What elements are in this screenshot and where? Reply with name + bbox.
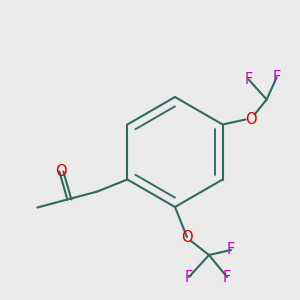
Text: F: F: [272, 70, 281, 85]
Text: O: O: [56, 164, 67, 179]
Text: F: F: [185, 269, 193, 284]
Text: F: F: [227, 242, 235, 257]
Text: F: F: [223, 269, 231, 284]
Text: F: F: [244, 72, 253, 87]
Text: O: O: [181, 230, 193, 244]
Text: O: O: [245, 112, 256, 127]
